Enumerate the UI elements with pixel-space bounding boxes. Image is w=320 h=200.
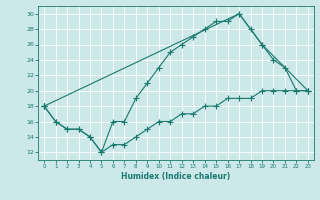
X-axis label: Humidex (Indice chaleur): Humidex (Indice chaleur): [121, 172, 231, 181]
